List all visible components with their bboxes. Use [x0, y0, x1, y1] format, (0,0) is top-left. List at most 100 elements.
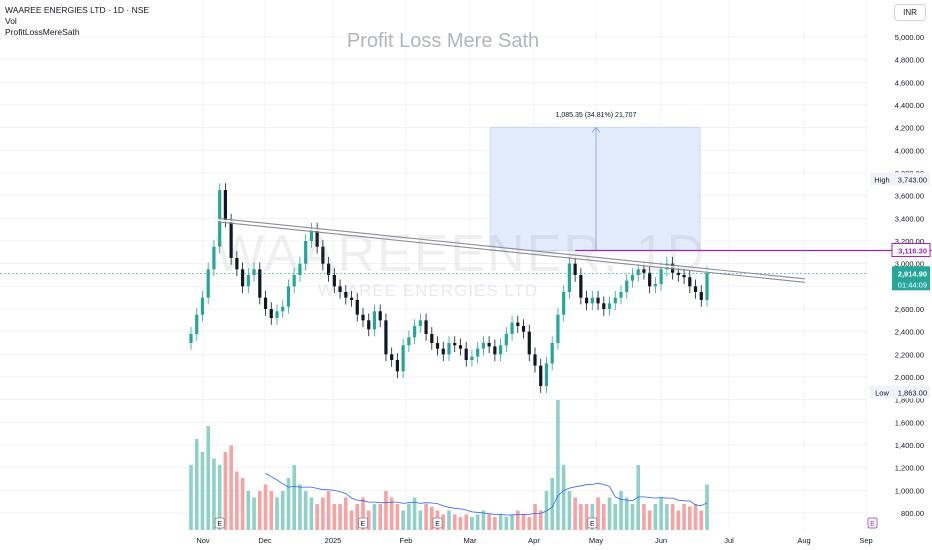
candle-body: [304, 241, 308, 264]
volume-bar: [458, 517, 463, 530]
candle-body: [510, 322, 514, 334]
candle-body: [596, 297, 600, 304]
candle-body: [332, 275, 336, 287]
candle-body: [527, 331, 531, 355]
x-tick-label: Apr: [528, 536, 540, 545]
last-price-label: 2,914.90 01:44:09: [892, 266, 930, 291]
volume-bar: [510, 514, 514, 530]
candlesticks: [189, 183, 709, 393]
volume-bar: [430, 506, 434, 530]
candle-body: [688, 277, 692, 287]
candle-body: [401, 345, 405, 372]
x-tick-label: Sep: [859, 536, 872, 545]
volume-bar: [366, 510, 371, 530]
y-tick-label: 1,800.00: [895, 396, 924, 405]
volume-bar: [217, 465, 222, 530]
volume-bar: [372, 504, 377, 530]
y-tick-label: 800.00: [901, 509, 924, 518]
volume-bar: [538, 510, 543, 530]
resistance-price-label: 3,116.30: [891, 242, 931, 257]
y-tick-label: 4,400.00: [895, 101, 924, 110]
volume-bar: [212, 458, 216, 530]
candle-body: [206, 269, 210, 298]
candle-body: [241, 269, 245, 287]
candle-body: [235, 258, 239, 270]
candle-body: [625, 280, 629, 292]
volume-bar: [252, 497, 256, 530]
volume-bar: [407, 504, 411, 530]
x-tick-label: 2025: [325, 536, 342, 545]
candle-body: [407, 337, 411, 346]
volume-bar: [527, 517, 532, 530]
candle-body: [229, 220, 233, 258]
x-tick-label: Jun: [655, 536, 667, 545]
earnings-marker[interactable]: E: [358, 517, 368, 529]
x-tick-label: Jul: [724, 536, 734, 545]
candle-body: [189, 333, 193, 343]
volume-bar: [389, 497, 394, 530]
svg-text:High: High: [874, 175, 889, 184]
volume-bar: [315, 504, 319, 530]
volume-bar: [395, 504, 400, 530]
volume-bar: [349, 510, 354, 530]
earnings-marker[interactable]: E: [432, 517, 443, 529]
volume-bar: [229, 445, 233, 530]
volume-bar: [269, 491, 274, 530]
symbol-title[interactable]: WAAREE ENERGIES LTD · 1D · NSE: [5, 5, 150, 15]
candle-body: [344, 292, 348, 298]
y-tick-label: 2,600.00: [895, 305, 924, 314]
candle-body: [413, 326, 417, 338]
candle-body: [550, 343, 554, 364]
volume-bar: [705, 484, 709, 530]
candle-body: [223, 190, 227, 221]
svg-text:E: E: [870, 521, 875, 528]
symbol-watermark: WAAREEENER, 1D: [215, 225, 707, 283]
indicator-vol[interactable]: Vol: [5, 16, 17, 26]
svg-text:E: E: [590, 521, 595, 528]
candle-body: [699, 292, 703, 300]
y-tick-label: 2,200.00: [895, 350, 924, 359]
volume-bar: [573, 497, 577, 530]
earnings-marker[interactable]: E: [587, 517, 598, 529]
y-tick-label: 1,600.00: [895, 418, 924, 427]
volume-bar: [493, 517, 497, 530]
currency-button[interactable]: INR: [894, 4, 926, 21]
candle-body: [361, 314, 365, 321]
y-tick-label: 4,600.00: [895, 78, 924, 87]
candle-body: [705, 273, 709, 300]
svg-text:E: E: [435, 521, 440, 528]
candle-body: [338, 286, 342, 292]
candle-body: [544, 363, 549, 387]
volume-bar: [653, 504, 658, 530]
candle-body: [693, 286, 698, 292]
brand-watermark: Profit Loss Mere Sath: [346, 30, 540, 52]
volume-bar: [303, 491, 308, 530]
candle-body: [424, 320, 428, 334]
candle-body: [648, 272, 652, 287]
volume-bar: [619, 491, 623, 530]
volume-bar: [504, 517, 509, 530]
volume-bar: [321, 497, 325, 530]
candle-body: [453, 343, 457, 346]
future-earnings-marker[interactable]: E: [867, 517, 878, 529]
earnings-marker[interactable]: E: [214, 517, 225, 529]
svg-text:01:44:09: 01:44:09: [898, 280, 927, 289]
y-tick-label: 1,000.00: [895, 486, 924, 495]
candle-body: [441, 348, 445, 355]
volume-bar: [258, 491, 262, 530]
volume-bar: [309, 497, 314, 530]
candle-body: [573, 263, 577, 275]
volume-bar: [263, 484, 268, 530]
volume-bar: [384, 491, 388, 530]
measure-label: 1,085.35 (34.81%) 21,707: [556, 112, 637, 119]
volume-bar: [286, 478, 291, 530]
candle-body: [315, 229, 319, 247]
volume-bar: [298, 484, 302, 530]
y-tick-label: 3,400.00: [895, 214, 924, 223]
volume-bar: [418, 510, 423, 530]
volume-bar: [584, 504, 589, 530]
indicator-custom[interactable]: ProfitLossMereSath: [5, 27, 80, 37]
candle-body: [298, 263, 302, 275]
price-range-measure: [489, 126, 701, 251]
